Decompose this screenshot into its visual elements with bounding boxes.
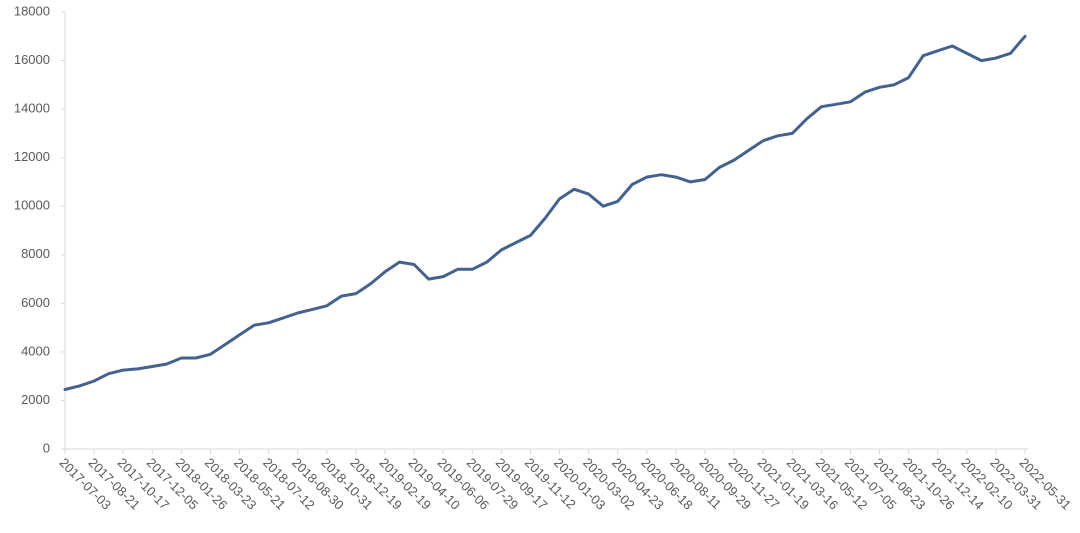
y-tick-label: 12000: [14, 149, 50, 164]
y-tick-label: 16000: [14, 52, 50, 67]
y-tick-label: 6000: [21, 295, 50, 310]
y-tick-label: 4000: [21, 343, 50, 358]
y-tick-label: 0: [43, 440, 50, 455]
y-tick-label: 10000: [14, 198, 50, 213]
y-tick-label: 14000: [14, 101, 50, 116]
y-tick-label: 8000: [21, 246, 50, 261]
line-series: [63, 34, 1027, 391]
y-tick-label: 18000: [14, 3, 50, 18]
y-tick-label: 2000: [21, 392, 50, 407]
